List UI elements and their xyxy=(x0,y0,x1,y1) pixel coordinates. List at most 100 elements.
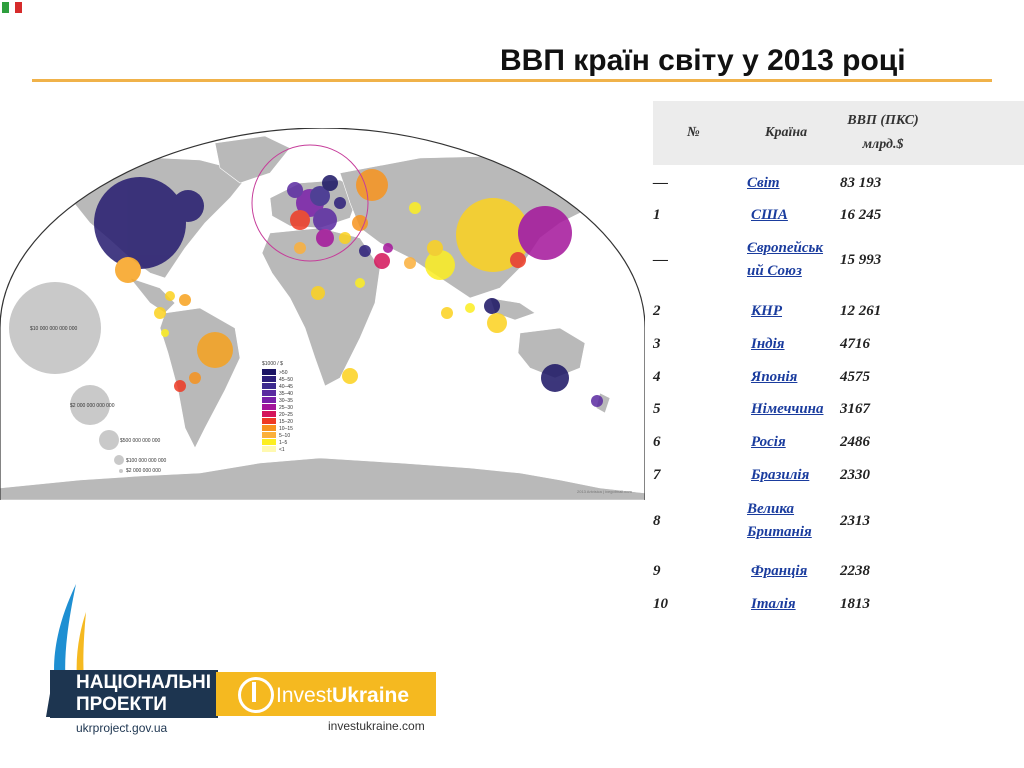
table-header: № Країна ВВП (ПКС) млрд.$ xyxy=(653,101,1024,165)
color-legend-swatch xyxy=(262,404,276,410)
row-number: 4 xyxy=(653,369,661,385)
country-link[interactable]: Європейськ xyxy=(747,240,824,256)
country-link[interactable]: ий Союз xyxy=(747,263,802,279)
row-number: — xyxy=(653,175,668,191)
color-legend-label: >50 xyxy=(279,370,288,376)
row-number: 10 xyxy=(653,596,668,612)
color-legend-label: 10–15 xyxy=(279,426,293,432)
row-number: 8 xyxy=(653,513,661,529)
color-legend: $1000 / $ >5045–5040–4535–4030–3525–3020–… xyxy=(260,358,310,454)
row-number: 7 xyxy=(653,467,661,483)
row-country: Індія xyxy=(747,333,837,356)
map-credit: 2013 Artvisica | ivegotmail.com xyxy=(577,489,633,494)
color-legend-label: 45–50 xyxy=(279,377,293,383)
row-country: Росія xyxy=(747,431,837,454)
country-link[interactable]: Франція xyxy=(751,563,808,579)
row-gdp: 15 993 xyxy=(840,252,882,268)
title-divider xyxy=(32,79,992,82)
country-link[interactable]: Світ xyxy=(747,175,780,191)
country-link[interactable]: Велика xyxy=(747,501,795,517)
gdp-table: № Країна ВВП (ПКС) млрд.$ — Світ 83 193 1 СШ… xyxy=(653,101,1024,612)
row-number: 9 xyxy=(653,563,661,579)
size-legend-label: $100 000 000 000 xyxy=(126,458,167,464)
row-country: Італія xyxy=(747,593,837,616)
row-gdp: 4716 xyxy=(840,336,870,352)
row-country: Європейськ ий Союз xyxy=(747,237,837,283)
row-gdp: 2313 xyxy=(840,513,870,529)
row-country: Німеччина xyxy=(747,398,837,421)
row-number: 3 xyxy=(653,336,661,352)
country-link[interactable]: Італія xyxy=(751,596,796,612)
header-number: № xyxy=(687,125,700,140)
page-title: ВВП країн світу у 2013 році xyxy=(500,44,906,77)
row-gdp: 2486 xyxy=(840,434,870,450)
color-legend-swatch xyxy=(262,411,276,417)
row-number: 5 xyxy=(653,401,661,417)
row-gdp: 2238 xyxy=(840,563,870,579)
row-gdp: 83 193 xyxy=(840,175,882,191)
invest-ukraine-logo-icon xyxy=(238,677,274,713)
header-gdp-line1: ВВП (ПКС) xyxy=(847,113,919,128)
invest-suffix: Ukraine xyxy=(332,684,410,707)
row-country: КНР xyxy=(747,300,837,323)
color-legend-swatch xyxy=(262,425,276,431)
row-country: Світ xyxy=(747,172,837,195)
national-projects-line1: НАЦІОНАЛЬНІ xyxy=(76,672,212,693)
invest-ukraine-name: InvestUkraine xyxy=(276,684,409,708)
color-legend-swatch xyxy=(262,397,276,403)
color-legend-label: <1 xyxy=(279,447,285,453)
row-number: 1 xyxy=(653,207,661,223)
size-legend-label: $10 000 000 000 000 xyxy=(30,326,77,332)
color-legend-label: 35–40 xyxy=(279,391,293,397)
color-legend-swatch xyxy=(262,369,276,375)
row-country: Японія xyxy=(747,366,837,389)
row-gdp: 2330 xyxy=(840,467,870,483)
row-gdp: 1813 xyxy=(840,596,870,612)
country-link[interactable]: Німеччина xyxy=(751,401,824,417)
color-legend-swatch xyxy=(262,376,276,382)
color-legend-swatch xyxy=(262,390,276,396)
color-legend-label: 20–25 xyxy=(279,412,293,418)
size-legend-label: $500 000 000 000 xyxy=(120,438,161,444)
italian-flag-icon xyxy=(2,2,23,13)
row-number: 2 xyxy=(653,303,661,319)
color-legend-swatch xyxy=(262,439,276,445)
national-projects-logo-icon xyxy=(46,584,86,717)
world-gdp-map: $10 000 000 000 000 $2 000 000 000 000 $… xyxy=(0,128,645,500)
invest-ukraine-url[interactable]: investukraine.com xyxy=(328,719,425,733)
country-link[interactable]: КНР xyxy=(751,303,783,319)
country-link[interactable]: Японія xyxy=(751,369,798,385)
row-gdp: 16 245 xyxy=(840,207,882,223)
color-legend-swatch xyxy=(262,418,276,424)
row-country: Велика Британія xyxy=(747,498,837,544)
row-country: США xyxy=(747,204,837,227)
row-number: 6 xyxy=(653,434,661,450)
header-country: Країна xyxy=(765,125,808,140)
invest-ukraine-logo-bar-icon xyxy=(252,682,256,702)
color-legend-label: 40–45 xyxy=(279,384,293,390)
color-legend-title: $1000 / $ xyxy=(262,361,283,367)
row-number: — xyxy=(653,252,668,268)
color-legend-label: 5–10 xyxy=(279,433,290,439)
color-legend-label: 25–30 xyxy=(279,405,293,411)
country-link[interactable]: Росія xyxy=(751,434,786,450)
national-projects-url[interactable]: ukrproject.gov.ua xyxy=(76,721,168,735)
color-legend-label: 15–20 xyxy=(279,419,293,425)
country-link[interactable]: США xyxy=(751,207,788,223)
row-country: Бразилія xyxy=(747,464,837,487)
national-projects-banner xyxy=(50,670,218,718)
size-legend-label: $2 000 000 000 xyxy=(126,468,161,474)
row-gdp: 3167 xyxy=(840,401,870,417)
country-link[interactable]: Британія xyxy=(747,524,812,540)
national-projects-name: НАЦІОНАЛЬНІ ПРОЕКТИ xyxy=(76,672,211,716)
country-link[interactable]: Бразилія xyxy=(751,467,810,483)
row-country: Франція xyxy=(747,560,837,583)
color-legend-swatch xyxy=(262,432,276,438)
color-legend-label: 30–35 xyxy=(279,398,293,404)
size-legend-label: $2 000 000 000 000 xyxy=(70,403,115,409)
country-link[interactable]: Індія xyxy=(751,336,785,352)
row-gdp: 12 261 xyxy=(840,303,882,319)
header-gdp-line2: млрд.$ xyxy=(862,137,904,152)
row-gdp: 4575 xyxy=(840,369,870,385)
invest-prefix: Invest xyxy=(276,684,333,707)
